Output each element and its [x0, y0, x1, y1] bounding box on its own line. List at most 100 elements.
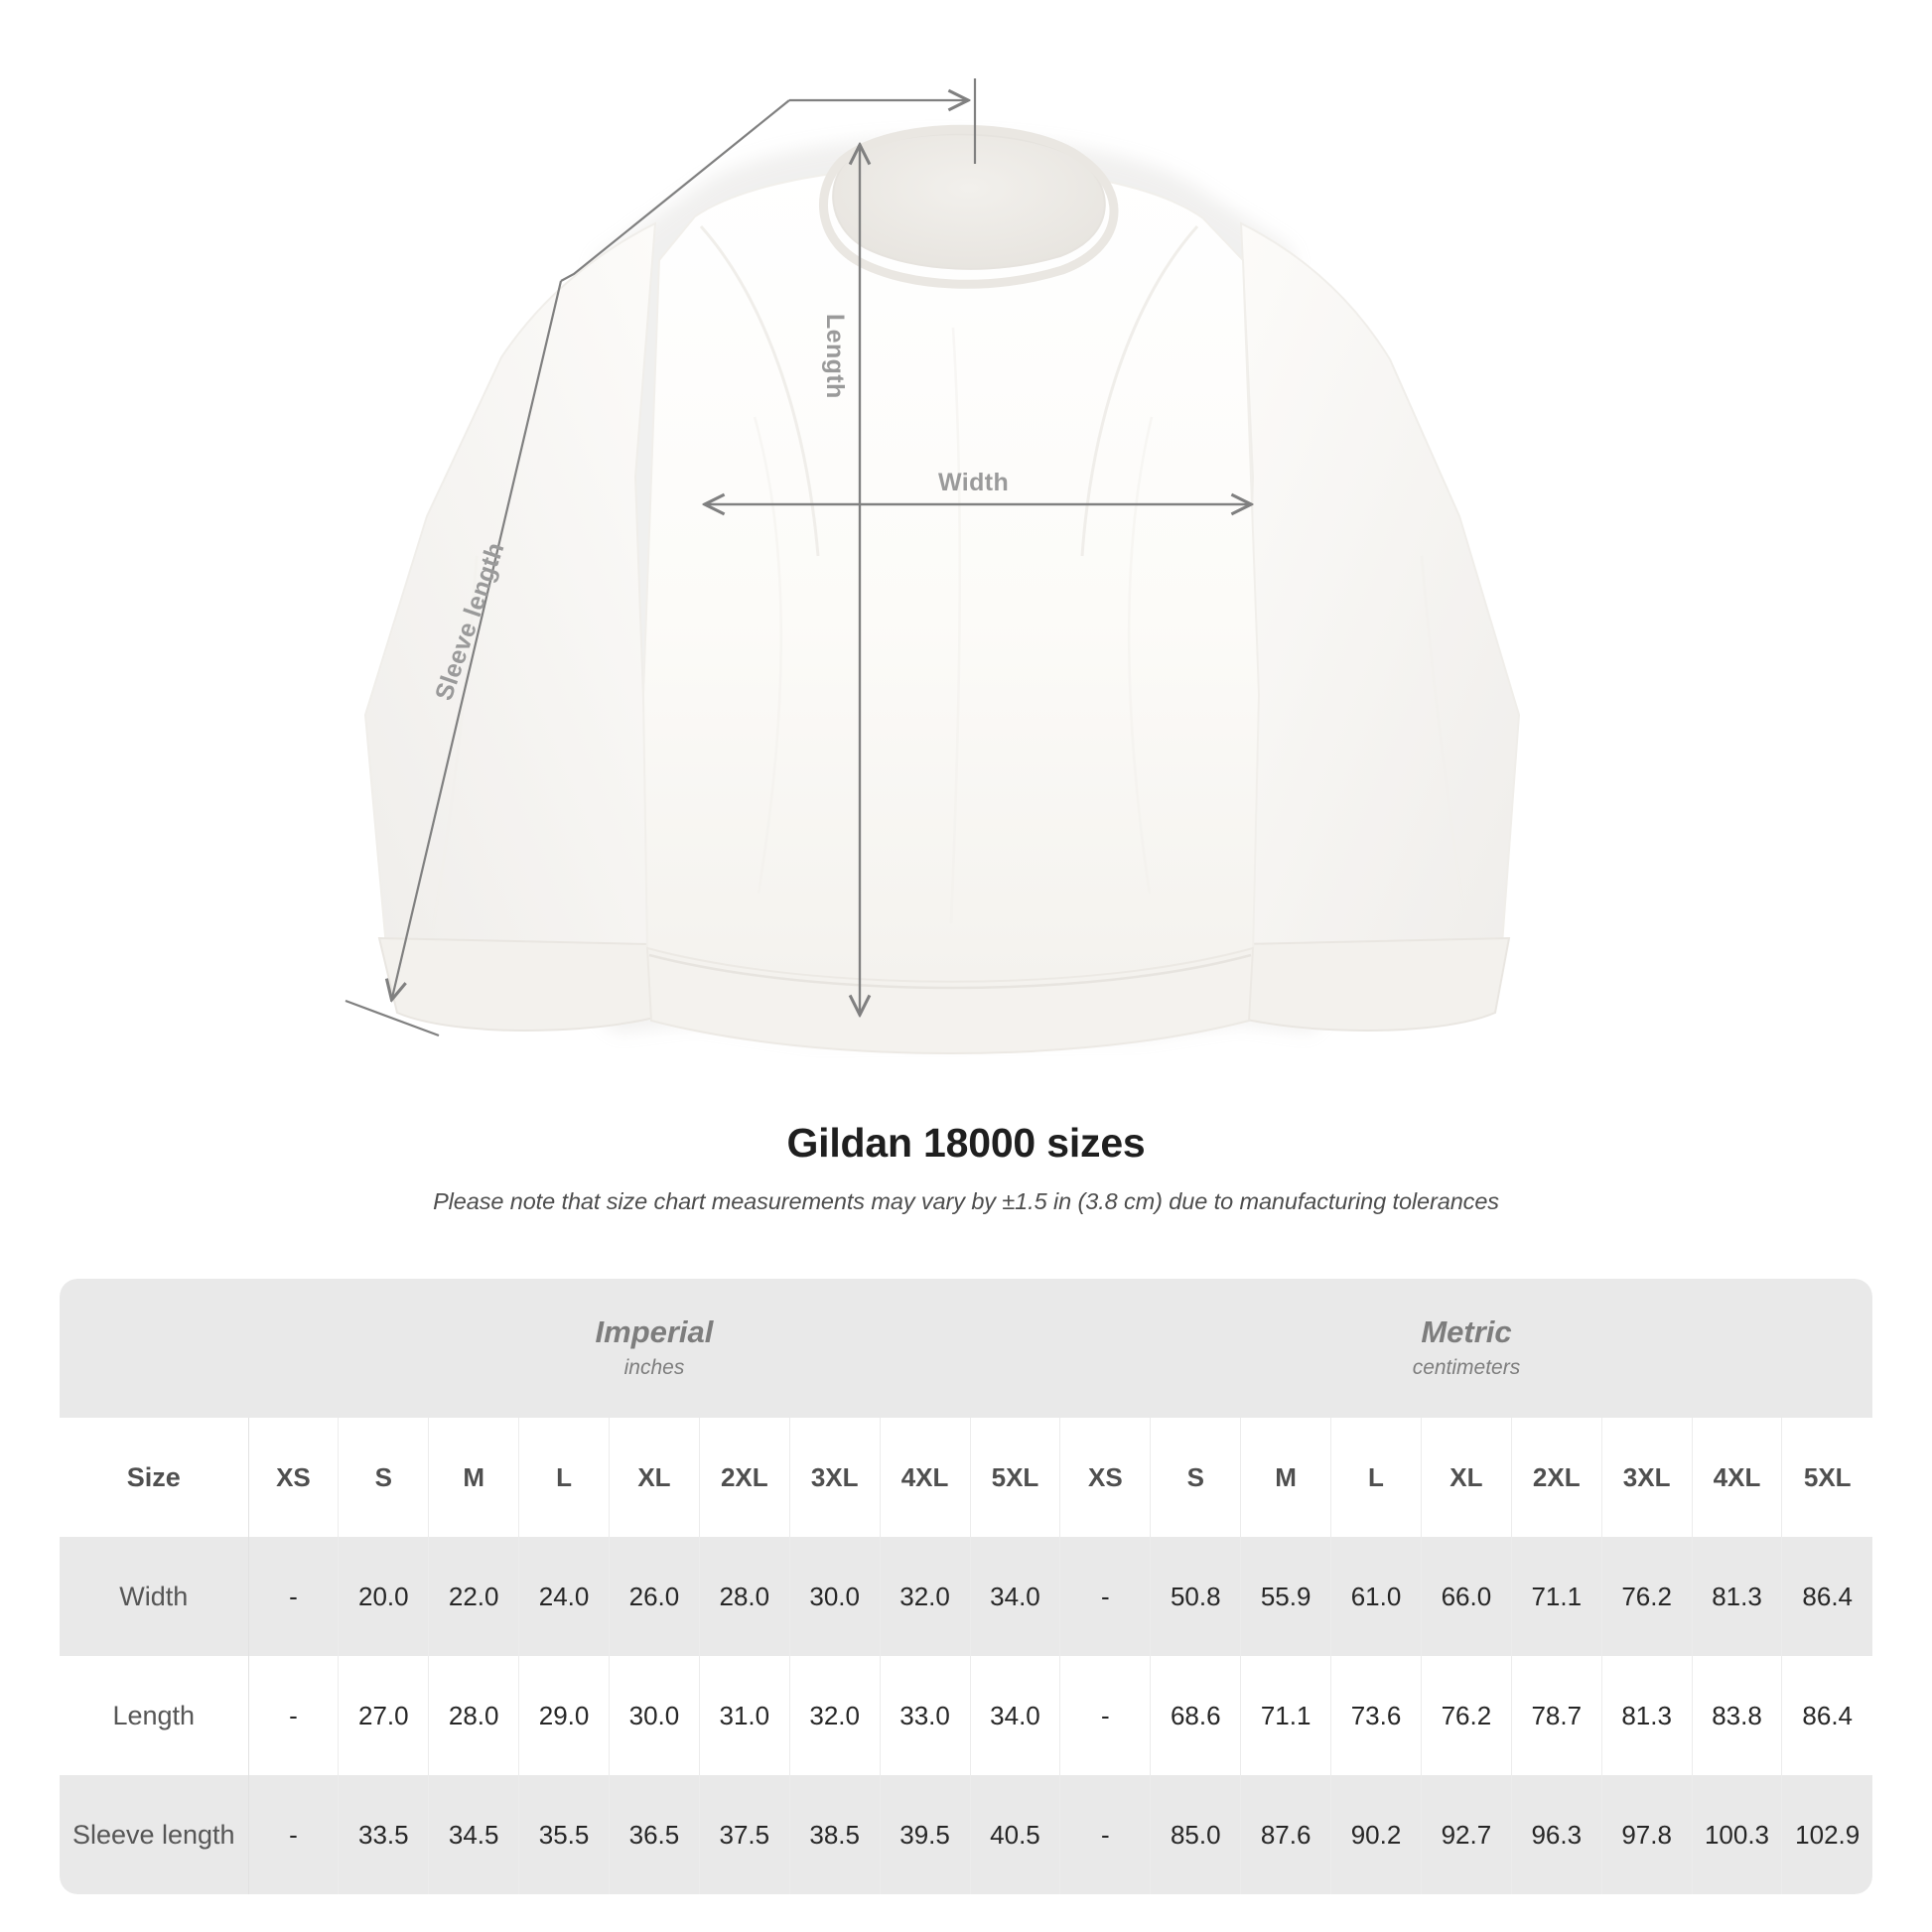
- garment-diagram: Length Width Sleeve length: [345, 78, 1521, 1054]
- cell-imperial: -: [248, 1775, 340, 1894]
- cell-imperial: 32.0: [789, 1656, 881, 1775]
- size-header-imperial-m: M: [428, 1418, 520, 1537]
- cell-metric: 71.1: [1240, 1656, 1332, 1775]
- cell-metric: 68.6: [1150, 1656, 1242, 1775]
- cell-metric: 86.4: [1781, 1656, 1872, 1775]
- size-header-metric-s: S: [1150, 1418, 1242, 1537]
- cell-imperial: -: [248, 1656, 340, 1775]
- cell-imperial: 34.5: [428, 1775, 520, 1894]
- cell-metric: 61.0: [1330, 1537, 1422, 1656]
- row-label-length: Length: [60, 1656, 249, 1775]
- cell-metric: 78.7: [1511, 1656, 1602, 1775]
- cell-imperial: 29.0: [518, 1656, 610, 1775]
- cell-metric: 86.4: [1781, 1537, 1872, 1656]
- size-header-metric-m: M: [1240, 1418, 1332, 1537]
- cell-metric: 100.3: [1692, 1775, 1783, 1894]
- size-header-metric-4xl: 4XL: [1692, 1418, 1783, 1537]
- table-head: Imperial inches Metric centimeters Size …: [60, 1279, 1872, 1537]
- table-row: Width -20.0 22.0 24.0 26.0 28.0 30.0 32.0 34.0-5…: [60, 1537, 1872, 1656]
- cell-metric: 50.8: [1150, 1537, 1242, 1656]
- page-title: Gildan 18000 sizes: [786, 1120, 1146, 1166]
- cell-metric: -: [1059, 1537, 1152, 1656]
- unit-header-metric: Metric centimeters: [1059, 1279, 1872, 1418]
- cell-metric: 102.9: [1781, 1775, 1872, 1894]
- size-header-metric-5xl: 5XL: [1781, 1418, 1872, 1537]
- table-row: Sleeve length -33.5 34.5 35.5 36.5 37.5 38.5 39…: [60, 1775, 1872, 1894]
- cell-imperial: 22.0: [428, 1537, 520, 1656]
- size-chart-table-container: Imperial inches Metric centimeters Size …: [60, 1279, 1872, 1894]
- cell-metric: 66.0: [1421, 1537, 1512, 1656]
- unit-header-imperial: Imperial inches: [248, 1279, 1060, 1418]
- cell-imperial: 33.0: [880, 1656, 971, 1775]
- cell-metric: 73.6: [1330, 1656, 1422, 1775]
- cell-imperial: 24.0: [518, 1537, 610, 1656]
- collar-rib: [818, 124, 1119, 289]
- cell-imperial: 30.0: [789, 1537, 881, 1656]
- size-header-metric-xs: XS: [1059, 1418, 1152, 1537]
- size-header-imperial-2xl: 2XL: [699, 1418, 790, 1537]
- size-header-imperial-xs: XS: [248, 1418, 340, 1537]
- size-header-imperial-5xl: 5XL: [970, 1418, 1061, 1537]
- size-header-imperial-4xl: 4XL: [880, 1418, 971, 1537]
- cell-metric: -: [1059, 1656, 1152, 1775]
- cell-metric: 76.2: [1421, 1656, 1512, 1775]
- cell-metric: -: [1059, 1775, 1152, 1894]
- cell-metric: 55.9: [1240, 1537, 1332, 1656]
- cell-imperial: 31.0: [699, 1656, 790, 1775]
- size-header-label: Size: [60, 1418, 249, 1537]
- unit-name-metric: Metric: [1421, 1314, 1512, 1350]
- cell-imperial: 39.5: [880, 1775, 971, 1894]
- table-body: Width -20.0 22.0 24.0 26.0 28.0 30.0 32.0 34.0-5…: [60, 1537, 1872, 1894]
- cell-metric: 85.0: [1150, 1775, 1242, 1894]
- unit-header-row: Imperial inches Metric centimeters: [60, 1279, 1872, 1418]
- size-header-metric-3xl: 3XL: [1601, 1418, 1693, 1537]
- neck-opening: [832, 133, 1106, 270]
- row-label-sleeve-length: Sleeve length: [60, 1775, 249, 1894]
- cell-metric: 81.3: [1601, 1656, 1693, 1775]
- cell-metric: 90.2: [1330, 1775, 1422, 1894]
- unit-header-spacer: [60, 1279, 248, 1418]
- unit-sub-metric: centimeters: [1412, 1355, 1521, 1379]
- cell-metric: 83.8: [1692, 1656, 1783, 1775]
- cell-metric: 87.6: [1240, 1775, 1332, 1894]
- cell-imperial: 35.5: [518, 1775, 610, 1894]
- size-header-imperial-l: L: [518, 1418, 610, 1537]
- bottom-hem: [645, 946, 1255, 1054]
- unit-sub-imperial: inches: [623, 1355, 685, 1379]
- row-label-width: Width: [60, 1537, 249, 1656]
- cell-imperial: 38.5: [789, 1775, 881, 1894]
- cell-metric: 81.3: [1692, 1537, 1783, 1656]
- width-dimension-label: Width: [938, 469, 1010, 496]
- length-dimension-label: Length: [821, 314, 849, 399]
- cell-imperial: 34.0: [970, 1537, 1061, 1656]
- cell-metric: 96.3: [1511, 1775, 1602, 1894]
- cell-imperial: 34.0: [970, 1656, 1061, 1775]
- size-header-metric-xl: XL: [1421, 1418, 1512, 1537]
- cell-imperial: 40.5: [970, 1775, 1061, 1894]
- cell-imperial: 37.5: [699, 1775, 790, 1894]
- cell-imperial: 36.5: [609, 1775, 700, 1894]
- cell-metric: 76.2: [1601, 1537, 1693, 1656]
- size-header-imperial-xl: XL: [609, 1418, 700, 1537]
- hem-seam: [648, 953, 1252, 990]
- size-chart-table: Imperial inches Metric centimeters Size …: [60, 1279, 1872, 1894]
- size-header-metric-2xl: 2XL: [1511, 1418, 1602, 1537]
- tolerance-note: Please note that size chart measurements…: [433, 1188, 1499, 1214]
- right-shoulder-seam: [1080, 225, 1199, 557]
- sweatshirt-illustration: [363, 124, 1521, 1054]
- sweatshirt-body: [641, 165, 1261, 988]
- table-row: Length -27.0 28.0 29.0 30.0 31.0 32.0 33.0 34.0-…: [60, 1656, 1872, 1775]
- title-block: Gildan 18000 sizes Please note that size…: [0, 1120, 1932, 1215]
- size-header-imperial-3xl: 3XL: [789, 1418, 881, 1537]
- cell-imperial: 26.0: [609, 1537, 700, 1656]
- cell-imperial: 28.0: [428, 1656, 520, 1775]
- cell-metric: 97.8: [1601, 1775, 1693, 1894]
- cell-metric: 92.7: [1421, 1775, 1512, 1894]
- size-header-imperial-s: S: [338, 1418, 430, 1537]
- cell-imperial: 20.0: [338, 1537, 430, 1656]
- size-header-row: Size XS S M L XL 2XL 3XL 4XL 5XL XS S M L XL 2XL 3XL 4XL…: [60, 1418, 1872, 1537]
- unit-name-imperial: Imperial: [595, 1314, 714, 1350]
- cell-metric: 71.1: [1511, 1537, 1602, 1656]
- cell-imperial: 28.0: [699, 1537, 790, 1656]
- cell-imperial: 30.0: [609, 1656, 700, 1775]
